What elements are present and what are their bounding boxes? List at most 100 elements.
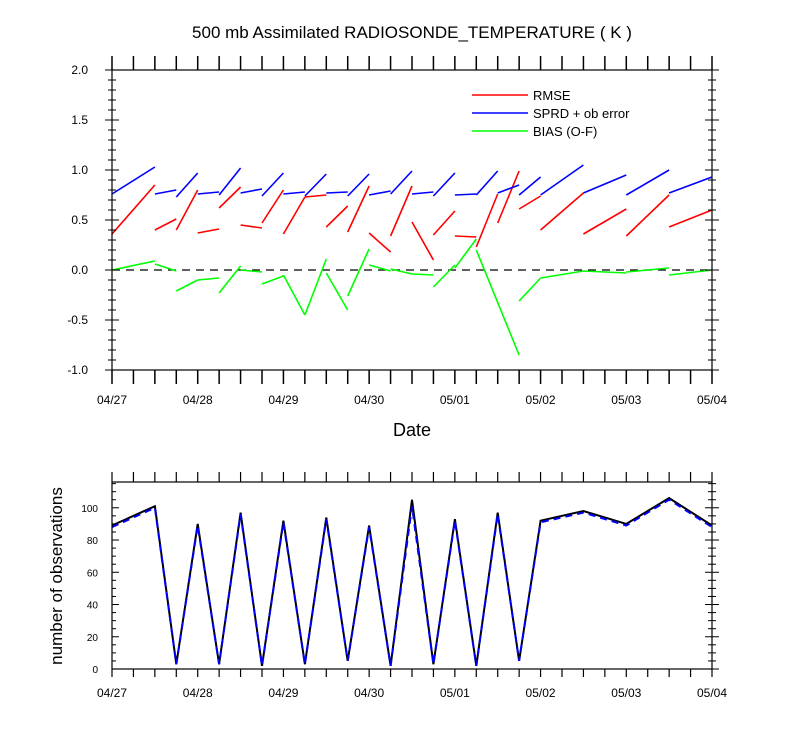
y-tick-label: 20 (87, 633, 99, 644)
rmse-segment-3 (197, 228, 220, 234)
y-tick-label: 1.0 (71, 163, 88, 177)
rmse-segment-22 (668, 209, 713, 228)
rmse-segment-7 (282, 196, 306, 235)
x-tick-label: 04/27 (97, 686, 127, 700)
y-tick-label: 0.5 (71, 213, 88, 227)
bias-segment-2 (175, 279, 199, 292)
rmse-segment-13 (411, 221, 435, 261)
x-tick-label: 05/04 (697, 686, 727, 700)
y-tick-label: -1.0 (67, 363, 88, 377)
x-tick-label: 04/30 (354, 686, 384, 700)
sprd-segment-11 (368, 190, 391, 196)
sprd-segment-6 (261, 172, 284, 197)
legend-label-sprd: SPRD + ob error (533, 106, 630, 121)
rmse-segment-21 (625, 194, 670, 237)
x-tick-label: 05/03 (611, 393, 641, 407)
rmse-segment-8 (304, 194, 327, 198)
bias-segment-14 (432, 264, 456, 288)
top-y-ticks: -1.0 -0.5 0.0 0.5 1.0 1.5 2.0 (67, 63, 719, 377)
x-tick-label: 05/02 (526, 393, 556, 407)
bias-segment-20 (626, 267, 670, 273)
sprd-segment-8 (304, 173, 327, 197)
rmse-segment-6 (261, 189, 285, 224)
sprd-segment-15 (454, 193, 477, 196)
bottom-series-group (111, 496, 713, 666)
rmse-segment-19 (540, 192, 584, 231)
x-tick-label: 04/28 (183, 686, 213, 700)
bias-segment-5 (240, 269, 263, 273)
sprd-segment-22 (668, 176, 713, 194)
sprd-segment-18 (518, 176, 542, 196)
legend: RMSE SPRD + ob error BIAS (O-F) (472, 88, 630, 139)
chart-title: 500 mb Assimilated RADIOSONDE_TEMPERATUR… (192, 23, 632, 42)
y-tick-label: 1.5 (71, 113, 88, 127)
x-tick-label: 05/03 (611, 686, 641, 700)
series-bias (111, 238, 713, 356)
rmse-segment-16 (475, 193, 499, 248)
sprd-segment-10 (347, 173, 370, 197)
x-tick-label: 05/01 (440, 686, 470, 700)
rmse-segment-4 (218, 186, 242, 209)
y-tick-label: 40 (87, 601, 99, 612)
sprd-segment-0 (111, 166, 156, 195)
x-tick-label: 04/28 (183, 393, 213, 407)
rmse-segment-17 (496, 170, 520, 224)
x-axis-label: Date (393, 420, 431, 440)
x-tick-label: 04/29 (268, 393, 298, 407)
x-tick-label: 05/04 (697, 393, 727, 407)
sprd-segment-5 (240, 188, 263, 194)
rmse-segment-14 (432, 210, 456, 236)
x-tick-label: 04/29 (268, 686, 298, 700)
bottom-x-ticks: 04/27 04/28 04/29 04/30 05/01 05/02 05/03 05/04 (97, 472, 727, 700)
bias-segment-3 (197, 277, 220, 281)
bias-segment-16 (475, 249, 520, 356)
bottom-y-ticks: 0 20 40 60 80 100 (81, 483, 719, 676)
bias-segment-6 (261, 275, 284, 285)
bias-segment-18 (540, 270, 584, 279)
sprd-segment-16 (475, 170, 499, 196)
sprd-segment-13 (411, 191, 434, 195)
y-tick-label: 0 (92, 665, 98, 676)
rmse-segment-18 (518, 195, 542, 210)
bottom-plot: 0 20 40 60 80 100 04/27 04/28 04/29 04/30 05/01 05… (81, 472, 727, 700)
bias-segment-9 (325, 272, 349, 311)
legend-label-bias: BIAS (O-F) (533, 124, 597, 139)
sprd-segment-14 (432, 172, 456, 197)
bias-segment-13 (411, 273, 434, 276)
x-tick-label: 04/27 (97, 393, 127, 407)
rmse-segment-11 (368, 232, 392, 253)
rmse-segment-1 (154, 218, 177, 231)
rmse-segment-20 (582, 208, 627, 235)
x-tick-label: 05/02 (526, 686, 556, 700)
legend-label-rmse: RMSE (533, 88, 571, 103)
bias-segment-10 (346, 248, 370, 297)
bias-segment-21 (669, 269, 713, 276)
bottom-y-axis-label: number of observations (47, 487, 66, 665)
sprd-segment-2 (175, 172, 199, 198)
rmse-segment-15 (454, 235, 477, 238)
bias-segment-1 (154, 263, 177, 272)
bias-segment-8 (304, 258, 328, 316)
sprd-segment-21 (625, 169, 670, 196)
sprd-segment-1 (154, 189, 177, 195)
bias-segment-17 (518, 277, 542, 302)
rmse-segment-9 (325, 205, 349, 228)
series-sprd (111, 164, 713, 198)
rmse-segment-0 (111, 184, 156, 235)
bias-segment-11 (368, 264, 391, 272)
bias-segment-15 (454, 238, 477, 269)
rmse-segment-2 (175, 189, 199, 231)
sprd-segment-3 (197, 191, 220, 195)
obs-series-1 (111, 498, 713, 666)
y-tick-label: 60 (87, 568, 99, 579)
sprd-segment-17 (497, 184, 520, 194)
x-tick-label: 04/30 (354, 393, 384, 407)
sprd-segment-20 (583, 174, 627, 194)
y-tick-label: 2.0 (71, 63, 88, 77)
bias-segment-7 (282, 274, 306, 316)
top-x-ticks: 04/27 04/28 04/29 04/30 05/01 05/02 05/03 05/04 (97, 56, 727, 407)
sprd-segment-12 (390, 170, 413, 195)
top-plot: -1.0-0.50.00.51.01.52.0 04/27 04/28 04/29 0… (67, 56, 727, 407)
sprd-segment-7 (283, 191, 305, 195)
